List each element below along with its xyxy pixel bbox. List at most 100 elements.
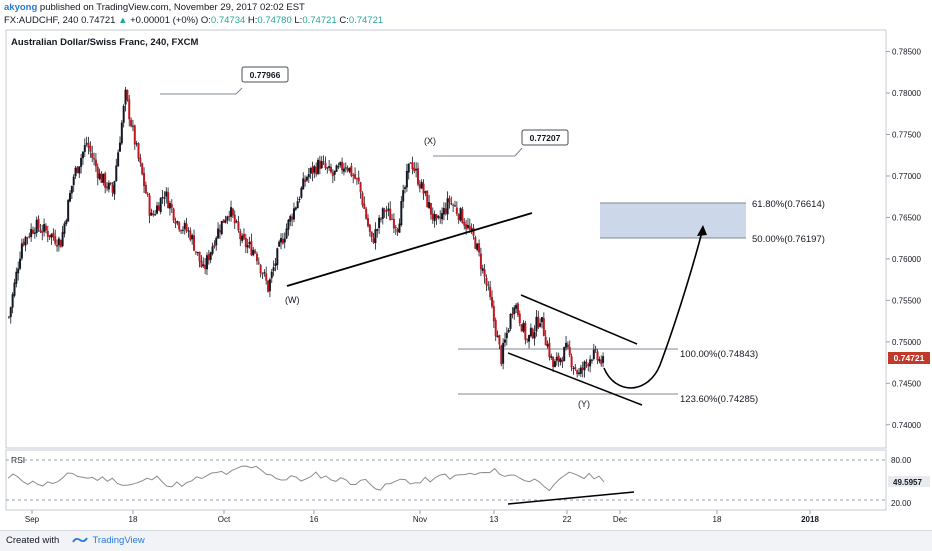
candle-body xyxy=(540,317,543,323)
candle-body xyxy=(198,251,201,262)
created-with-text: Created with xyxy=(6,535,60,546)
candle-body xyxy=(181,229,184,231)
candle-body xyxy=(487,284,490,286)
candle-body xyxy=(589,359,592,367)
arrow-head-icon xyxy=(697,225,707,236)
close-label: C: xyxy=(339,15,349,26)
candle-body xyxy=(59,240,62,248)
candle-body xyxy=(328,166,331,168)
candle-body xyxy=(318,160,321,169)
candle-body xyxy=(191,235,194,240)
candle-body xyxy=(144,184,147,194)
candle-body xyxy=(26,237,29,239)
candle-body xyxy=(405,171,408,188)
candle-body xyxy=(505,332,508,339)
tradingview-logo[interactable]: TradingView xyxy=(72,535,145,546)
candle-body xyxy=(585,361,588,364)
candle-body xyxy=(19,258,22,269)
y-tick-label: 0.77000 xyxy=(892,172,921,181)
candle-body xyxy=(524,323,527,340)
candle-body xyxy=(224,220,227,223)
candle-body xyxy=(278,241,281,247)
candle-body xyxy=(96,166,99,178)
candle-body xyxy=(587,363,590,367)
candle-body xyxy=(41,231,44,233)
wx-trendline[interactable] xyxy=(286,212,533,287)
candle-body xyxy=(355,178,358,180)
candle-body xyxy=(341,161,344,171)
candle-body xyxy=(555,356,558,361)
candle-body xyxy=(513,307,516,315)
candle-body xyxy=(572,367,575,369)
candle-body xyxy=(466,225,469,228)
candle-body xyxy=(276,248,279,266)
candle-body xyxy=(472,227,475,236)
candle-body xyxy=(529,327,532,337)
candle-body xyxy=(137,143,140,159)
candle-body xyxy=(409,162,412,164)
channel-lower-line[interactable] xyxy=(507,352,643,406)
candle-body xyxy=(211,246,214,254)
candle-body xyxy=(526,339,529,341)
candle-body xyxy=(156,205,158,214)
candle-body xyxy=(566,344,569,348)
candle-body xyxy=(143,172,146,187)
candle-body xyxy=(248,242,251,245)
candle-body xyxy=(557,355,560,362)
candle-body xyxy=(454,205,456,207)
x-tick-label: Nov xyxy=(413,515,427,524)
candle-body xyxy=(465,224,468,230)
candle-body xyxy=(568,347,571,355)
candle-body xyxy=(509,314,512,329)
x-callout-box[interactable] xyxy=(521,129,569,146)
fib-500-label: 50.00%(0.76197) xyxy=(752,234,825,245)
candles-series xyxy=(7,86,605,378)
candle-body xyxy=(391,218,394,220)
footer-bar: Created with TradingView xyxy=(0,530,932,551)
candle-body xyxy=(111,185,114,193)
time-axis[interactable]: Sep 18 Oct 16 Nov 13 22 Dec 18 2018 xyxy=(25,510,820,524)
candle-body xyxy=(30,228,33,238)
price-axis[interactable]: 0.78500 0.78000 0.77500 0.77000 0.76500 0.760… xyxy=(886,48,921,430)
channel-upper-line[interactable] xyxy=(520,294,638,345)
candle-body xyxy=(163,197,166,199)
candle-body xyxy=(189,230,192,240)
candle-body xyxy=(254,250,257,253)
candle-body xyxy=(274,263,277,267)
candle-body xyxy=(550,356,553,358)
x-tick-label: Sep xyxy=(25,515,40,524)
candle-body xyxy=(70,185,73,194)
author-link[interactable]: akyong xyxy=(4,2,38,13)
last-price: 0.74721 xyxy=(81,15,116,26)
candle-body xyxy=(176,221,179,223)
candle-body xyxy=(83,145,86,152)
candle-body xyxy=(535,316,538,332)
high-callout-value: 0.77966 xyxy=(250,70,281,80)
projection-arrow-path[interactable] xyxy=(603,231,703,389)
candle-body xyxy=(109,182,112,185)
candle-body xyxy=(233,214,236,224)
candle-body xyxy=(63,223,66,234)
candle-body xyxy=(283,238,286,243)
candle-body xyxy=(602,356,605,363)
candle-body xyxy=(422,183,425,194)
candle-body xyxy=(242,233,245,239)
candle-body xyxy=(231,208,234,216)
candle-body xyxy=(287,219,290,230)
candle-body xyxy=(300,187,303,198)
candle-body xyxy=(157,205,160,211)
candle-body xyxy=(474,237,477,249)
candle-body xyxy=(561,359,564,363)
high-callout-box[interactable] xyxy=(241,66,289,83)
candle-body xyxy=(46,230,49,237)
price-chart[interactable]: Australian Dollar/Swiss Franc, 240, FXCM… xyxy=(0,0,932,530)
candle-body xyxy=(170,204,173,208)
candle-body xyxy=(418,184,421,189)
candle-body xyxy=(202,264,205,267)
candle-body xyxy=(313,166,316,173)
close-value: 0.74721 xyxy=(348,15,384,26)
candle-body xyxy=(135,143,138,145)
candle-body xyxy=(81,151,84,159)
candle-body xyxy=(11,294,14,308)
rsi-divergence-line[interactable] xyxy=(507,491,635,505)
